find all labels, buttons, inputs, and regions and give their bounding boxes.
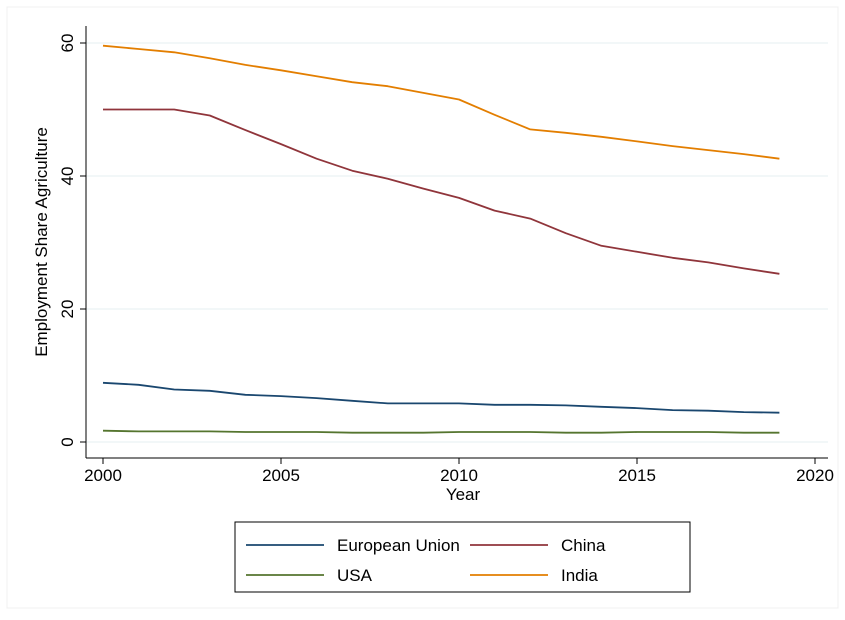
legend-label-india: India — [561, 566, 598, 585]
gridlines — [86, 42, 828, 443]
series-line-china — [103, 108, 780, 275]
series-line-india — [102, 44, 780, 160]
series-lines — [102, 44, 780, 434]
series-line-usa — [102, 429, 780, 434]
y-tick-label: 20 — [58, 300, 77, 319]
legend-label-european-union: European Union — [337, 536, 460, 555]
x-tick-label: 2000 — [84, 466, 122, 485]
legend: European Union China USA India — [234, 521, 691, 593]
x-tick-label: 2015 — [618, 466, 656, 485]
legend-label-usa: USA — [337, 566, 373, 585]
legend-label-china: China — [561, 536, 606, 555]
y-axis-label: Employment Share Agriculture — [32, 127, 51, 357]
y-tick-label: 0 — [58, 437, 77, 446]
y-tick-label: 40 — [58, 167, 77, 186]
series-line-european-union — [102, 381, 780, 414]
legend-box — [234, 521, 691, 593]
y-tick-label: 60 — [58, 34, 77, 53]
x-tick-label: 2020 — [796, 466, 834, 485]
x-tick-label: 2005 — [262, 466, 300, 485]
x-axis-ticks: 2000 2005 2010 2015 2020 — [84, 458, 834, 485]
x-tick-label: 2010 — [440, 466, 478, 485]
y-axis-ticks: 0 20 40 60 — [58, 34, 86, 447]
graph-region-border — [6, 6, 839, 609]
x-axis-label: Year — [446, 485, 481, 504]
